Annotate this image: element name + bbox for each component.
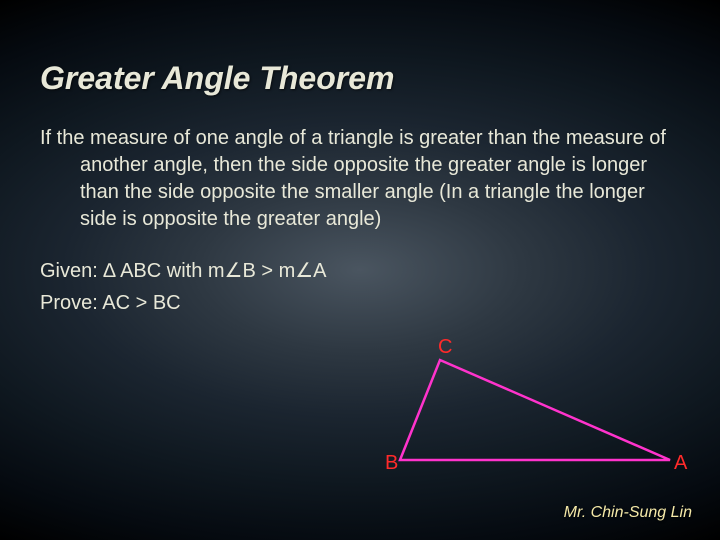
given-prove-block: Given: ∆ ABC with m∠B > m∠A Prove: AC > …	[40, 255, 680, 319]
prove-line: Prove: AC > BC	[40, 287, 680, 319]
slide-title: Greater Angle Theorem	[40, 60, 680, 97]
triangle-svg	[390, 350, 690, 480]
prove-label: Prove:	[40, 292, 98, 314]
vertex-label-c: C	[438, 336, 452, 359]
given-label: Given:	[40, 260, 98, 282]
footer-credit: Mr. Chin-Sung Lin	[564, 504, 692, 522]
vertex-label-b: B	[385, 452, 398, 475]
triangle-diagram: B A C	[390, 350, 690, 480]
given-text: ∆ ABC with m∠B > m∠A	[103, 260, 326, 282]
theorem-statement: If the measure of one angle of a triangl…	[40, 125, 680, 233]
prove-text: AC > BC	[102, 292, 180, 314]
triangle-shape	[400, 360, 670, 460]
theorem-text: If the measure of one angle of a triangl…	[40, 125, 680, 233]
given-line: Given: ∆ ABC with m∠B > m∠A	[40, 255, 680, 287]
slide: Greater Angle Theorem If the measure of …	[0, 0, 720, 540]
vertex-label-a: A	[674, 452, 687, 475]
